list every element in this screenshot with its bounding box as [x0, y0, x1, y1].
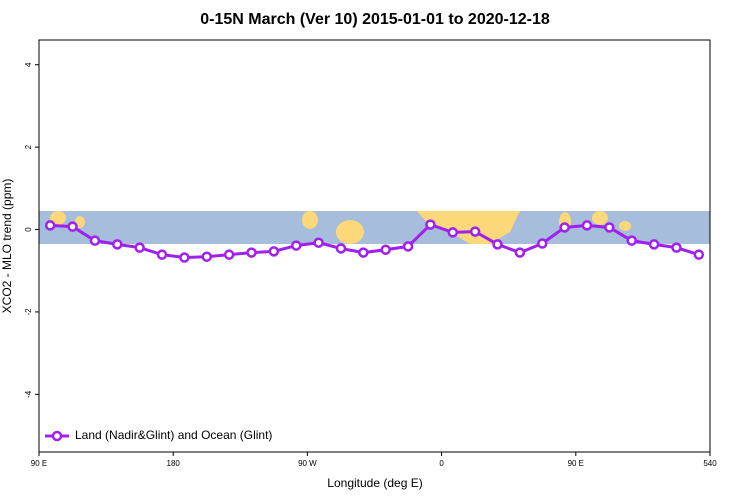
x-tick-label: 180 — [167, 459, 181, 468]
data-point — [134, 242, 145, 253]
y-tick-label: -4 — [24, 390, 33, 398]
data-point — [89, 235, 101, 246]
legend-marker — [51, 430, 63, 442]
y-tick-label: 4 — [24, 62, 33, 67]
data-point — [358, 247, 369, 258]
data-point — [581, 220, 593, 231]
x-tick-label: 540 — [703, 459, 717, 468]
data-point — [693, 249, 705, 260]
data-point — [201, 251, 212, 262]
data-point — [425, 219, 436, 230]
y-axis-label: XCO2 - MLO trend (ppm) — [0, 179, 14, 314]
y-tick-label: 2 — [24, 144, 33, 149]
data-point — [537, 238, 548, 249]
data-point — [402, 241, 414, 252]
data-point — [469, 226, 481, 237]
data-point — [492, 239, 503, 250]
chart-title: 0-15N March (Ver 10) 2015-01-01 to 2020-… — [200, 11, 550, 28]
data-point — [626, 235, 637, 246]
plot-frame — [38, 39, 711, 453]
x-tick-label: 90 E — [31, 459, 47, 468]
data-point — [380, 244, 391, 255]
legend-label: Land (Nadir&Glint) and Ocean (Glint) — [75, 428, 272, 442]
data-point — [648, 239, 660, 250]
x-tick-label: 0 — [439, 459, 444, 468]
x-tick-label: 90 W — [298, 459, 317, 468]
data-point — [268, 246, 280, 257]
data-point — [179, 252, 190, 263]
y-tick-label: -2 — [24, 308, 33, 316]
data-point — [246, 247, 257, 258]
y-tick-label: 0 — [24, 227, 33, 232]
data-point — [671, 242, 682, 253]
data-point — [112, 239, 123, 250]
data-point — [290, 240, 302, 251]
x-tick-label: 90 E — [568, 459, 584, 468]
data-point — [44, 220, 56, 231]
data-point — [67, 221, 78, 232]
data-point — [514, 247, 526, 258]
data-point — [447, 227, 459, 238]
data-point — [223, 249, 235, 260]
x-axis-label: Longitude (deg E) — [327, 476, 422, 490]
data-point — [604, 222, 615, 233]
data-point — [335, 243, 347, 254]
data-point — [559, 222, 570, 233]
data-point — [313, 237, 324, 248]
data-point — [156, 249, 168, 260]
